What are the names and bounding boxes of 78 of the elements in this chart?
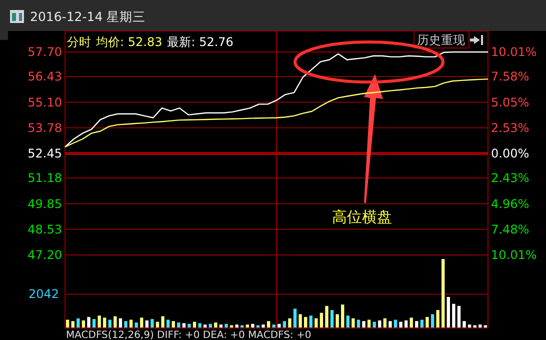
bar	[114, 316, 117, 328]
y-tick-label: 55.10	[28, 95, 62, 110]
y2-tick-label: 0.00%	[491, 146, 530, 160]
bar	[214, 322, 218, 328]
text: 均价: 52.83	[95, 35, 162, 49]
bar	[235, 324, 238, 328]
bar	[251, 324, 254, 328]
bar	[325, 306, 328, 328]
text: MACDFS(12,26,9) DIFF: +0 DEA: +0 MACDFS: +0	[66, 330, 312, 340]
y2-tick-label: 2.53%	[491, 120, 530, 135]
line-series	[64, 51, 489, 148]
bar	[356, 320, 360, 328]
y2-tick-label: 10.01%	[491, 45, 537, 59]
bar	[410, 318, 413, 328]
bar	[129, 320, 133, 328]
bar	[436, 310, 440, 328]
bar	[462, 321, 466, 328]
bar	[346, 316, 350, 328]
bar	[430, 314, 434, 328]
bar	[288, 318, 292, 328]
bar	[362, 321, 366, 328]
y-tick-label: 56.43	[28, 70, 62, 84]
bar	[367, 320, 371, 328]
bar	[442, 259, 445, 328]
bar	[457, 306, 461, 328]
bar	[330, 310, 334, 328]
bar	[352, 318, 355, 328]
bar	[198, 323, 202, 328]
y-tick-label: 53.78	[28, 120, 62, 135]
bar	[224, 324, 228, 328]
bar	[103, 318, 106, 328]
y-tick-label: 47.20	[28, 248, 62, 262]
bar	[426, 316, 429, 328]
y2-tick-label: 10.01%	[491, 248, 537, 262]
y-tick-label: 49.85	[28, 196, 62, 211]
bar	[304, 316, 308, 328]
bar	[150, 319, 154, 328]
y-tick-label: 52.45	[28, 146, 62, 160]
bar	[399, 322, 402, 328]
bar	[309, 316, 312, 328]
bar	[394, 320, 398, 328]
y-tick-label: 57.70	[28, 45, 62, 59]
bar	[108, 320, 112, 328]
bar	[452, 304, 456, 328]
y-tick-label: 48.53	[28, 222, 62, 236]
bar	[293, 308, 297, 328]
bar	[124, 321, 128, 328]
y2-tick-label: 5.05%	[491, 95, 530, 110]
bar	[188, 324, 191, 328]
y2-tick-label: 7.48%	[491, 222, 530, 236]
bar	[76, 318, 80, 328]
bar	[98, 316, 101, 328]
bar	[298, 314, 302, 328]
bar	[66, 320, 70, 328]
bar	[140, 318, 144, 328]
y-tick-label: 51.18	[28, 171, 62, 186]
text: 历史重现	[417, 33, 465, 47]
bar	[473, 325, 476, 328]
text: 最新: 52.76	[167, 35, 234, 49]
bar	[161, 316, 164, 328]
bar	[166, 320, 170, 328]
bar	[336, 314, 339, 328]
bar	[314, 318, 318, 328]
chart-title: 2016-12-14 星期三	[30, 9, 146, 24]
y2-tick-label: 4.96%	[491, 196, 530, 211]
y2-tick-label: 7.58%	[491, 70, 530, 84]
bar	[341, 304, 344, 328]
annotation: 高位横盘	[332, 208, 392, 226]
y2-tick-label: 2.43%	[491, 171, 530, 186]
text: 分时	[67, 35, 91, 49]
text: 2042	[28, 287, 59, 302]
bar	[420, 320, 424, 328]
bar	[87, 316, 90, 328]
bar	[388, 321, 392, 328]
bar	[446, 296, 450, 328]
bar	[320, 312, 324, 328]
line-series	[64, 78, 489, 148]
bar	[262, 324, 265, 328]
